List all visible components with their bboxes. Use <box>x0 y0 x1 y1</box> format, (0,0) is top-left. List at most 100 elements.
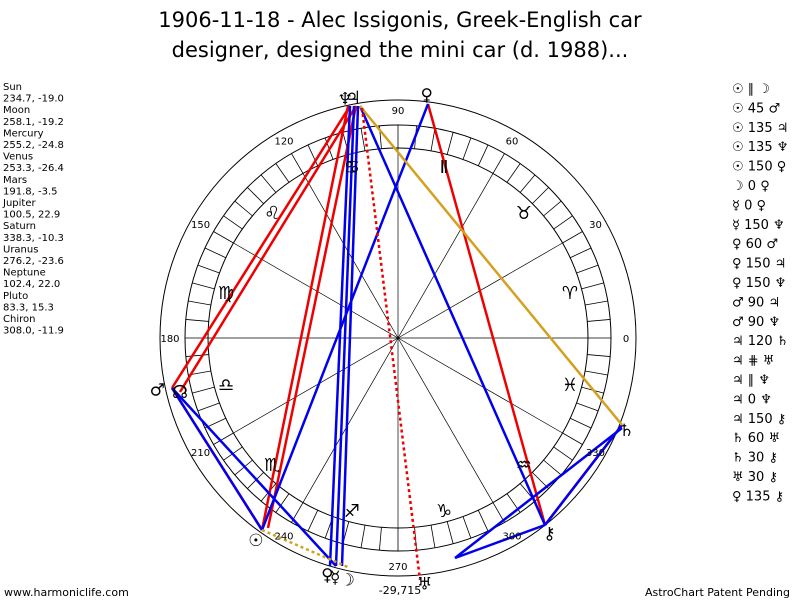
ring-tick <box>532 187 549 204</box>
ring-tick <box>188 300 211 306</box>
ring-tick <box>204 247 226 259</box>
planet-glyph: ♃ <box>346 88 361 108</box>
degree-label: 270 <box>388 562 407 573</box>
bottom-value: -29,715 <box>379 584 421 597</box>
spoke <box>233 337 399 434</box>
ring-tick <box>562 231 583 244</box>
aspect-entry: ♃ 120 ♄ <box>732 334 788 349</box>
title-line: 1906-11-18 - Alec Issigonis, Greek-Engli… <box>158 8 642 32</box>
ring-tick <box>553 215 573 230</box>
ring-tick <box>570 247 592 259</box>
sign-glyph: Ⅱ <box>440 157 449 178</box>
aspect-entry: ♂ 90 ♆ <box>732 315 780 330</box>
ring-tick <box>492 153 505 174</box>
aspect-entry: ♀ 150 ♃ <box>732 257 786 272</box>
spoke <box>397 337 563 434</box>
planet-name: Uranus <box>3 244 38 255</box>
planet-coords: 276.2, -23.6 <box>3 256 64 267</box>
ring-tick <box>446 132 454 155</box>
ring-tick <box>581 282 604 290</box>
ring-tick <box>223 215 243 230</box>
ring-tick <box>570 417 592 429</box>
aspect-entry: ♀ 135 ⚷ <box>732 489 784 504</box>
aspect-entry: ☉ 45 ♂ <box>732 101 780 116</box>
node-glyph: ☊ <box>172 382 188 403</box>
aspect-entry: ☉ 135 ♃ <box>732 121 788 136</box>
degree-label: 150 <box>191 220 210 231</box>
ring-tick <box>275 163 290 183</box>
sign-glyph: ♑ <box>436 501 452 522</box>
ring-tick <box>192 386 215 394</box>
ring-tick <box>275 493 290 513</box>
planet-glyph: ☉ <box>248 531 263 551</box>
ring-tick <box>430 128 436 151</box>
ring-tick <box>307 510 319 532</box>
ring-tick <box>492 502 505 523</box>
degree-label: 210 <box>191 448 210 459</box>
ring-tick <box>291 153 304 174</box>
ring-tick <box>446 521 454 544</box>
planet-name: Chiron <box>3 314 35 325</box>
planet-glyph: ♂ <box>150 380 165 400</box>
aspect-entry: ☽ 0 ♀ <box>732 179 770 194</box>
ring-tick <box>576 264 599 274</box>
aspect-entry: ☉ ∥ ☽ <box>732 82 770 97</box>
degree-label: 30 <box>589 220 602 231</box>
ring-tick <box>543 200 562 217</box>
ring-tick <box>185 319 209 322</box>
sign-glyph: ♓ <box>562 375 578 396</box>
aspect-entry: ☉ 150 ♀ <box>732 160 786 175</box>
planet-coords: 83.3, 15.3 <box>3 302 54 313</box>
ring-tick <box>562 432 583 445</box>
ring-tick <box>379 527 382 551</box>
ring-tick <box>585 300 608 306</box>
planet-coords: 258.1, -19.2 <box>3 117 64 128</box>
planet-name: Mars <box>3 175 27 186</box>
ring-tick <box>462 137 472 160</box>
planet-coords: 338.3, -10.3 <box>3 233 64 244</box>
wheel <box>159 99 637 577</box>
ring-tick <box>543 459 562 476</box>
ring-tick <box>587 319 611 322</box>
ring-tick <box>519 174 536 193</box>
spoke <box>302 173 399 339</box>
planet-name: Moon <box>3 105 30 116</box>
planet-coords: 308.0, -11.9 <box>3 326 64 337</box>
planet-name: Jupiter <box>2 198 36 209</box>
planet-coords: 191.8, -3.5 <box>3 186 58 197</box>
spoke <box>397 337 494 503</box>
sign-glyph: ♌ <box>264 203 280 224</box>
ring-tick <box>307 144 319 166</box>
footer-right: AstroChart Patent Pending <box>645 586 790 599</box>
title-line: designer, designed the mini car (d. 1988… <box>172 38 629 62</box>
planet-glyph: ⚷ <box>543 524 555 544</box>
ring-tick <box>576 402 599 412</box>
ring-tick <box>360 128 366 151</box>
ring-tick <box>585 370 608 376</box>
planet-glyph: ♀ <box>321 566 333 586</box>
degree-label: 300 <box>502 531 521 542</box>
aspect-entry: ♃ 150 ⚷ <box>732 412 786 427</box>
aspect-entry: ☿ 150 ♆ <box>732 218 785 233</box>
ring-tick <box>477 144 489 166</box>
outer-circle <box>159 99 637 577</box>
ring-tick <box>553 446 573 461</box>
planet-coords: 255.2, -24.8 <box>3 140 64 151</box>
planet-glyph: ☽ <box>340 571 355 591</box>
aspect-entry: ☉ 135 ♆ <box>732 140 788 155</box>
ring-tick <box>260 174 277 193</box>
planet-name: Sun <box>3 82 22 93</box>
sign-glyph: ♋ <box>344 157 360 178</box>
sign-glyph: ♎ <box>218 375 234 396</box>
aspect-entry: ☿ 0 ♀ <box>732 198 766 213</box>
aspect-entry: ♃ 0 ♆ <box>732 392 772 407</box>
ring-tick <box>247 187 264 204</box>
planet-name: Saturn <box>3 221 36 232</box>
ring-tick <box>506 163 521 183</box>
ring-tick <box>192 282 215 290</box>
ring-tick <box>462 516 472 539</box>
ring-tick <box>213 432 234 445</box>
degree-label: 240 <box>274 531 293 542</box>
planet-glyph: ♆ <box>338 90 353 110</box>
planet-name: Pluto <box>3 291 28 302</box>
